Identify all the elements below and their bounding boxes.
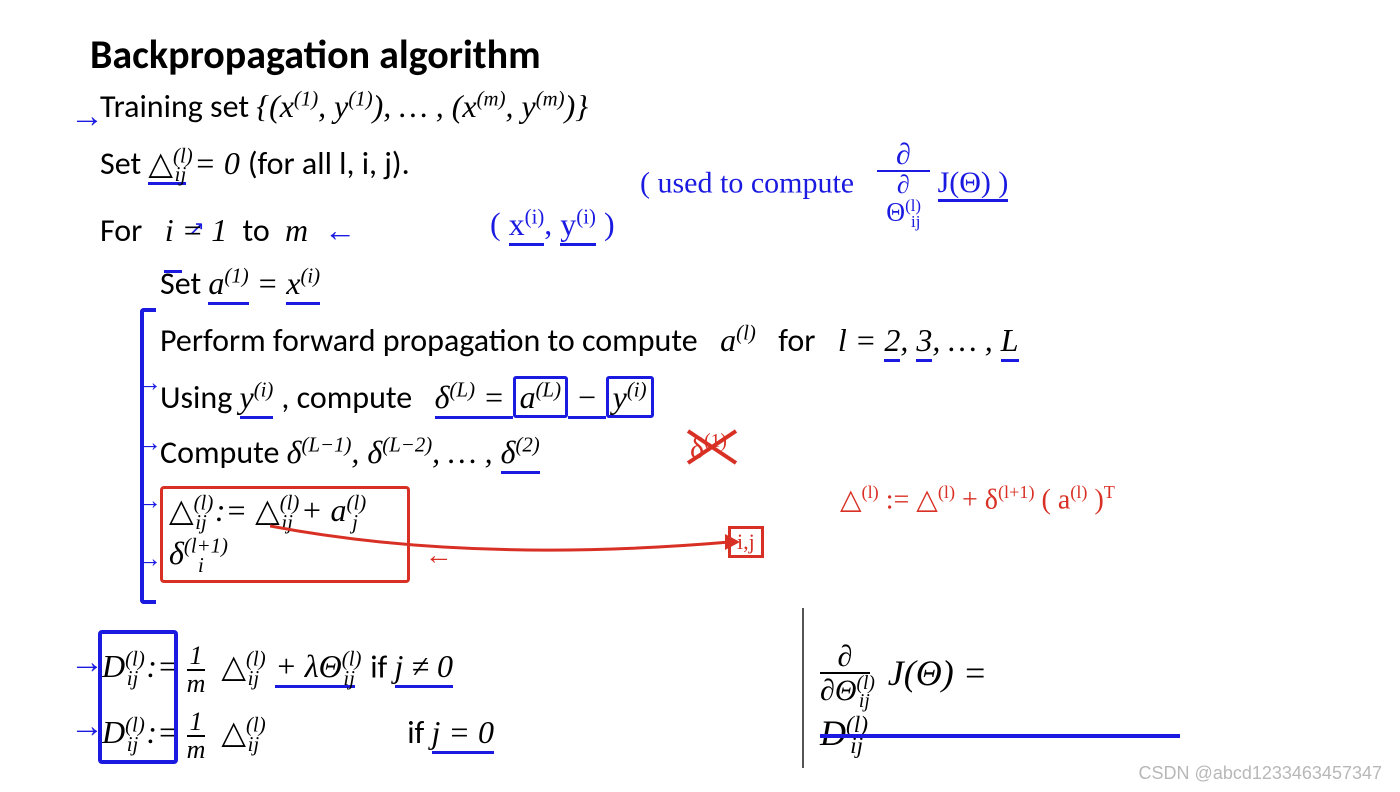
grad-underline [820, 734, 1180, 738]
j-neq-0: j ≠ 0 [395, 648, 453, 688]
D-box [98, 630, 178, 764]
set-label: Set [100, 144, 148, 183]
compute-label: , compute [281, 378, 426, 417]
set-a-math: a(1) = x(i) [208, 265, 320, 305]
delta-update-line: △(l)ij := △(l)ij + a(l)j δ(l+1)i ← i,j △… [160, 486, 1360, 582]
watermark: CSDN @abcd1233463457347 [1139, 763, 1382, 784]
using-label: Using [160, 378, 240, 417]
gradient-eq: ∂ ∂Θ(l)ij J(Θ) = D(l)ij [820, 642, 1039, 760]
for-l-label: for [764, 321, 830, 360]
training-label: Training set [100, 87, 256, 126]
y-i: y(i) [240, 379, 274, 419]
red-connector [270, 524, 760, 574]
j-eq-0: j = 0 [432, 714, 494, 754]
eq-zero: = 0 [194, 145, 240, 181]
arrow-icon-3: → [136, 428, 162, 458]
deltas-list: δ(L−1), δ(L−2), … , δ(2) [287, 434, 540, 470]
slide-title: Backpropagation algorithm [90, 30, 1360, 79]
forward-line: Perform forward propagation to compute a… [160, 321, 1360, 360]
forall-label: (for all l, i, j). [248, 144, 410, 183]
for-math: i = 1 [165, 212, 227, 248]
hand-xy: ( x(i), y(i) ) [490, 205, 615, 243]
a-l: a(l) [720, 322, 756, 358]
arrow-icon-2: → [136, 368, 162, 398]
vectorized-eq: △(l) := △(l) + δ(l+1) ( a(l) )T [840, 482, 1115, 516]
compute-label-2: Compute [160, 433, 287, 472]
training-set-line: Training set {(x(1), y(1)), … , (x(m), y… [100, 87, 1360, 126]
to-label: to [235, 211, 277, 250]
arrow-icon: → [70, 98, 104, 136]
using-line: Using y(i) , compute δ(L) = a(L) − y(i) [160, 378, 1360, 417]
set-a-label: Set [160, 264, 208, 303]
for-label: For [100, 211, 157, 250]
delta-symbol: △(l)ij [148, 145, 186, 185]
if-label-2: if [407, 713, 431, 752]
delta-L-eq: δ(L) = a(L) − y(i) [435, 376, 654, 419]
l-range: l = 2, 3, … , L [838, 322, 1019, 362]
ij-box: i,j [728, 526, 764, 558]
set-a-line: Set a(1) = x(i) [160, 264, 1360, 303]
if-label-1: if [363, 647, 395, 686]
training-math: {(x(1), y(1)), … , (x(m), y(m))} [256, 88, 588, 124]
arrow-icon-4: → [136, 486, 162, 516]
forward-label: Perform forward propagation to compute [160, 321, 712, 360]
for-line: For i = 1 to m ← ( x(i), y(i) ) [100, 211, 1360, 250]
arrow-icon-5: → [136, 544, 162, 574]
cross-icon [684, 427, 740, 467]
hand-frac-top: ∂ [877, 140, 930, 172]
hand-J: J(Θ) ) [938, 166, 1009, 202]
set-delta-line: Set △(l)ij = 0 (for all l, i, j). ( used… [100, 144, 1360, 187]
compute-deltas-line: Compute δ(L−1), δ(L−2), … , δ(2) δ(1) [160, 433, 1360, 472]
hand-used-text: ( used to compute [640, 166, 854, 199]
m-var: m [285, 212, 308, 248]
left-arrow-icon: ← [316, 212, 356, 248]
D1-line: D(l)ij := 1 m △(l)ij + λΘ(l)ij if j ≠ 0 [102, 643, 1360, 697]
